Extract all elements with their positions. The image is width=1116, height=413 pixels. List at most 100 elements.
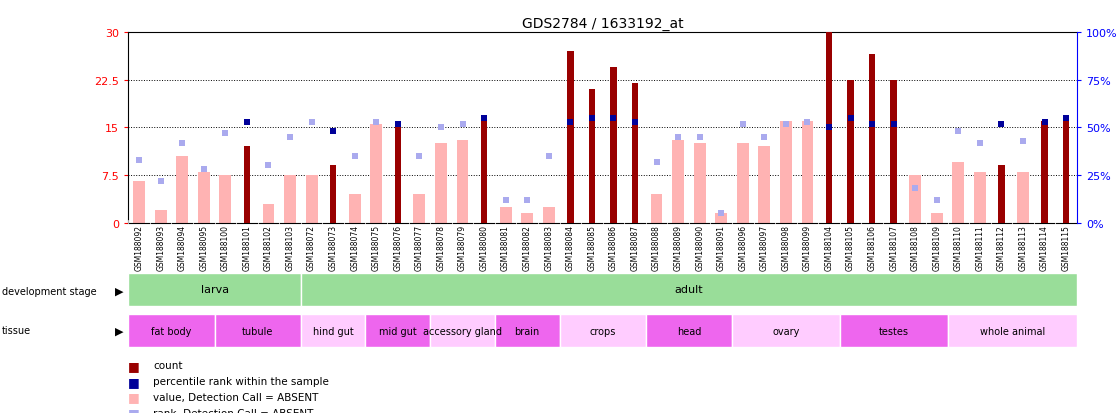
Bar <box>651 195 663 223</box>
Text: GSM188107: GSM188107 <box>889 225 898 271</box>
Text: GSM188072: GSM188072 <box>307 225 316 271</box>
Text: GSM188097: GSM188097 <box>760 225 769 271</box>
Text: GSM188110: GSM188110 <box>954 225 963 271</box>
Text: GSM188086: GSM188086 <box>609 225 618 271</box>
Text: GSM188085: GSM188085 <box>587 225 596 271</box>
Text: tissue: tissue <box>2 325 31 335</box>
Bar <box>610 68 617 223</box>
Bar <box>588 90 595 223</box>
Bar <box>243 147 250 223</box>
Text: GSM188084: GSM188084 <box>566 225 575 271</box>
Bar <box>672 141 684 223</box>
Bar <box>220 176 231 223</box>
Bar <box>198 172 210 223</box>
Bar <box>974 172 985 223</box>
Text: GSM188109: GSM188109 <box>932 225 941 271</box>
Text: ▶: ▶ <box>115 286 124 296</box>
Text: GSM188090: GSM188090 <box>695 225 704 271</box>
Bar <box>301 273 1077 306</box>
Bar <box>737 144 749 223</box>
Text: GSM188073: GSM188073 <box>328 225 338 271</box>
Bar <box>128 273 301 306</box>
Bar <box>567 52 574 223</box>
Bar <box>632 84 638 223</box>
Text: GSM188095: GSM188095 <box>200 225 209 271</box>
Text: GSM188088: GSM188088 <box>652 225 661 271</box>
Text: GSM188077: GSM188077 <box>415 225 424 271</box>
Text: GSM188080: GSM188080 <box>480 225 489 271</box>
Text: GSM188100: GSM188100 <box>221 225 230 271</box>
Bar <box>869 55 875 223</box>
Text: GSM188108: GSM188108 <box>911 225 920 271</box>
Text: GSM188089: GSM188089 <box>674 225 683 271</box>
Bar <box>910 176 921 223</box>
Text: GSM188103: GSM188103 <box>286 225 295 271</box>
Text: adult: adult <box>674 285 703 294</box>
Bar <box>456 141 469 223</box>
Bar <box>952 163 964 223</box>
Text: GSM188114: GSM188114 <box>1040 225 1049 271</box>
Text: GSM188074: GSM188074 <box>350 225 359 271</box>
Text: GSM188075: GSM188075 <box>372 225 381 271</box>
Text: GSM188102: GSM188102 <box>264 225 273 271</box>
Bar <box>947 314 1077 347</box>
Text: ■: ■ <box>128 390 141 404</box>
Bar <box>542 207 555 223</box>
Bar <box>366 314 430 347</box>
Text: GSM188087: GSM188087 <box>631 225 639 271</box>
Text: GSM188098: GSM188098 <box>781 225 790 271</box>
Bar <box>826 33 833 223</box>
Bar <box>780 122 792 223</box>
Bar <box>891 81 897 223</box>
Text: count: count <box>153 361 182 370</box>
Text: ■: ■ <box>128 375 141 388</box>
Bar <box>500 207 511 223</box>
Text: GSM188076: GSM188076 <box>393 225 403 271</box>
Text: brain: brain <box>514 326 540 336</box>
Bar <box>732 314 839 347</box>
Bar <box>559 314 646 347</box>
Bar <box>214 314 301 347</box>
Text: GSM188106: GSM188106 <box>867 225 877 271</box>
Bar <box>435 144 446 223</box>
Text: GSM188092: GSM188092 <box>135 225 144 271</box>
Bar <box>176 157 189 223</box>
Bar <box>155 210 166 223</box>
Text: mid gut: mid gut <box>379 326 416 336</box>
Bar <box>128 314 214 347</box>
Bar <box>801 122 814 223</box>
Bar <box>285 176 296 223</box>
Bar <box>494 314 559 347</box>
Title: GDS2784 / 1633192_at: GDS2784 / 1633192_at <box>522 17 683 31</box>
Text: percentile rank within the sample: percentile rank within the sample <box>153 376 329 386</box>
Text: GSM188105: GSM188105 <box>846 225 855 271</box>
Text: head: head <box>676 326 701 336</box>
Text: GSM188113: GSM188113 <box>1019 225 1028 271</box>
Text: crops: crops <box>589 326 616 336</box>
Bar <box>839 314 947 347</box>
Bar <box>646 314 732 347</box>
Bar <box>1017 172 1029 223</box>
Text: GSM188111: GSM188111 <box>975 225 984 271</box>
Text: ▶: ▶ <box>115 325 124 335</box>
Text: development stage: development stage <box>2 286 97 296</box>
Bar <box>395 128 401 223</box>
Text: GSM188091: GSM188091 <box>716 225 725 271</box>
Bar <box>371 125 382 223</box>
Text: GSM188115: GSM188115 <box>1061 225 1070 271</box>
Text: ■: ■ <box>128 406 141 413</box>
Text: GSM188083: GSM188083 <box>545 225 554 271</box>
Text: value, Detection Call = ABSENT: value, Detection Call = ABSENT <box>153 392 318 402</box>
Bar <box>931 214 943 223</box>
Bar <box>330 166 336 223</box>
Text: GSM188093: GSM188093 <box>156 225 165 271</box>
Text: tubule: tubule <box>242 326 273 336</box>
Bar <box>847 81 854 223</box>
Text: ovary: ovary <box>772 326 799 336</box>
Text: GSM188101: GSM188101 <box>242 225 251 271</box>
Text: GSM188099: GSM188099 <box>802 225 812 271</box>
Bar <box>694 144 705 223</box>
Text: whole animal: whole animal <box>980 326 1045 336</box>
Text: GSM188112: GSM188112 <box>997 225 1006 271</box>
Bar <box>1062 122 1069 223</box>
